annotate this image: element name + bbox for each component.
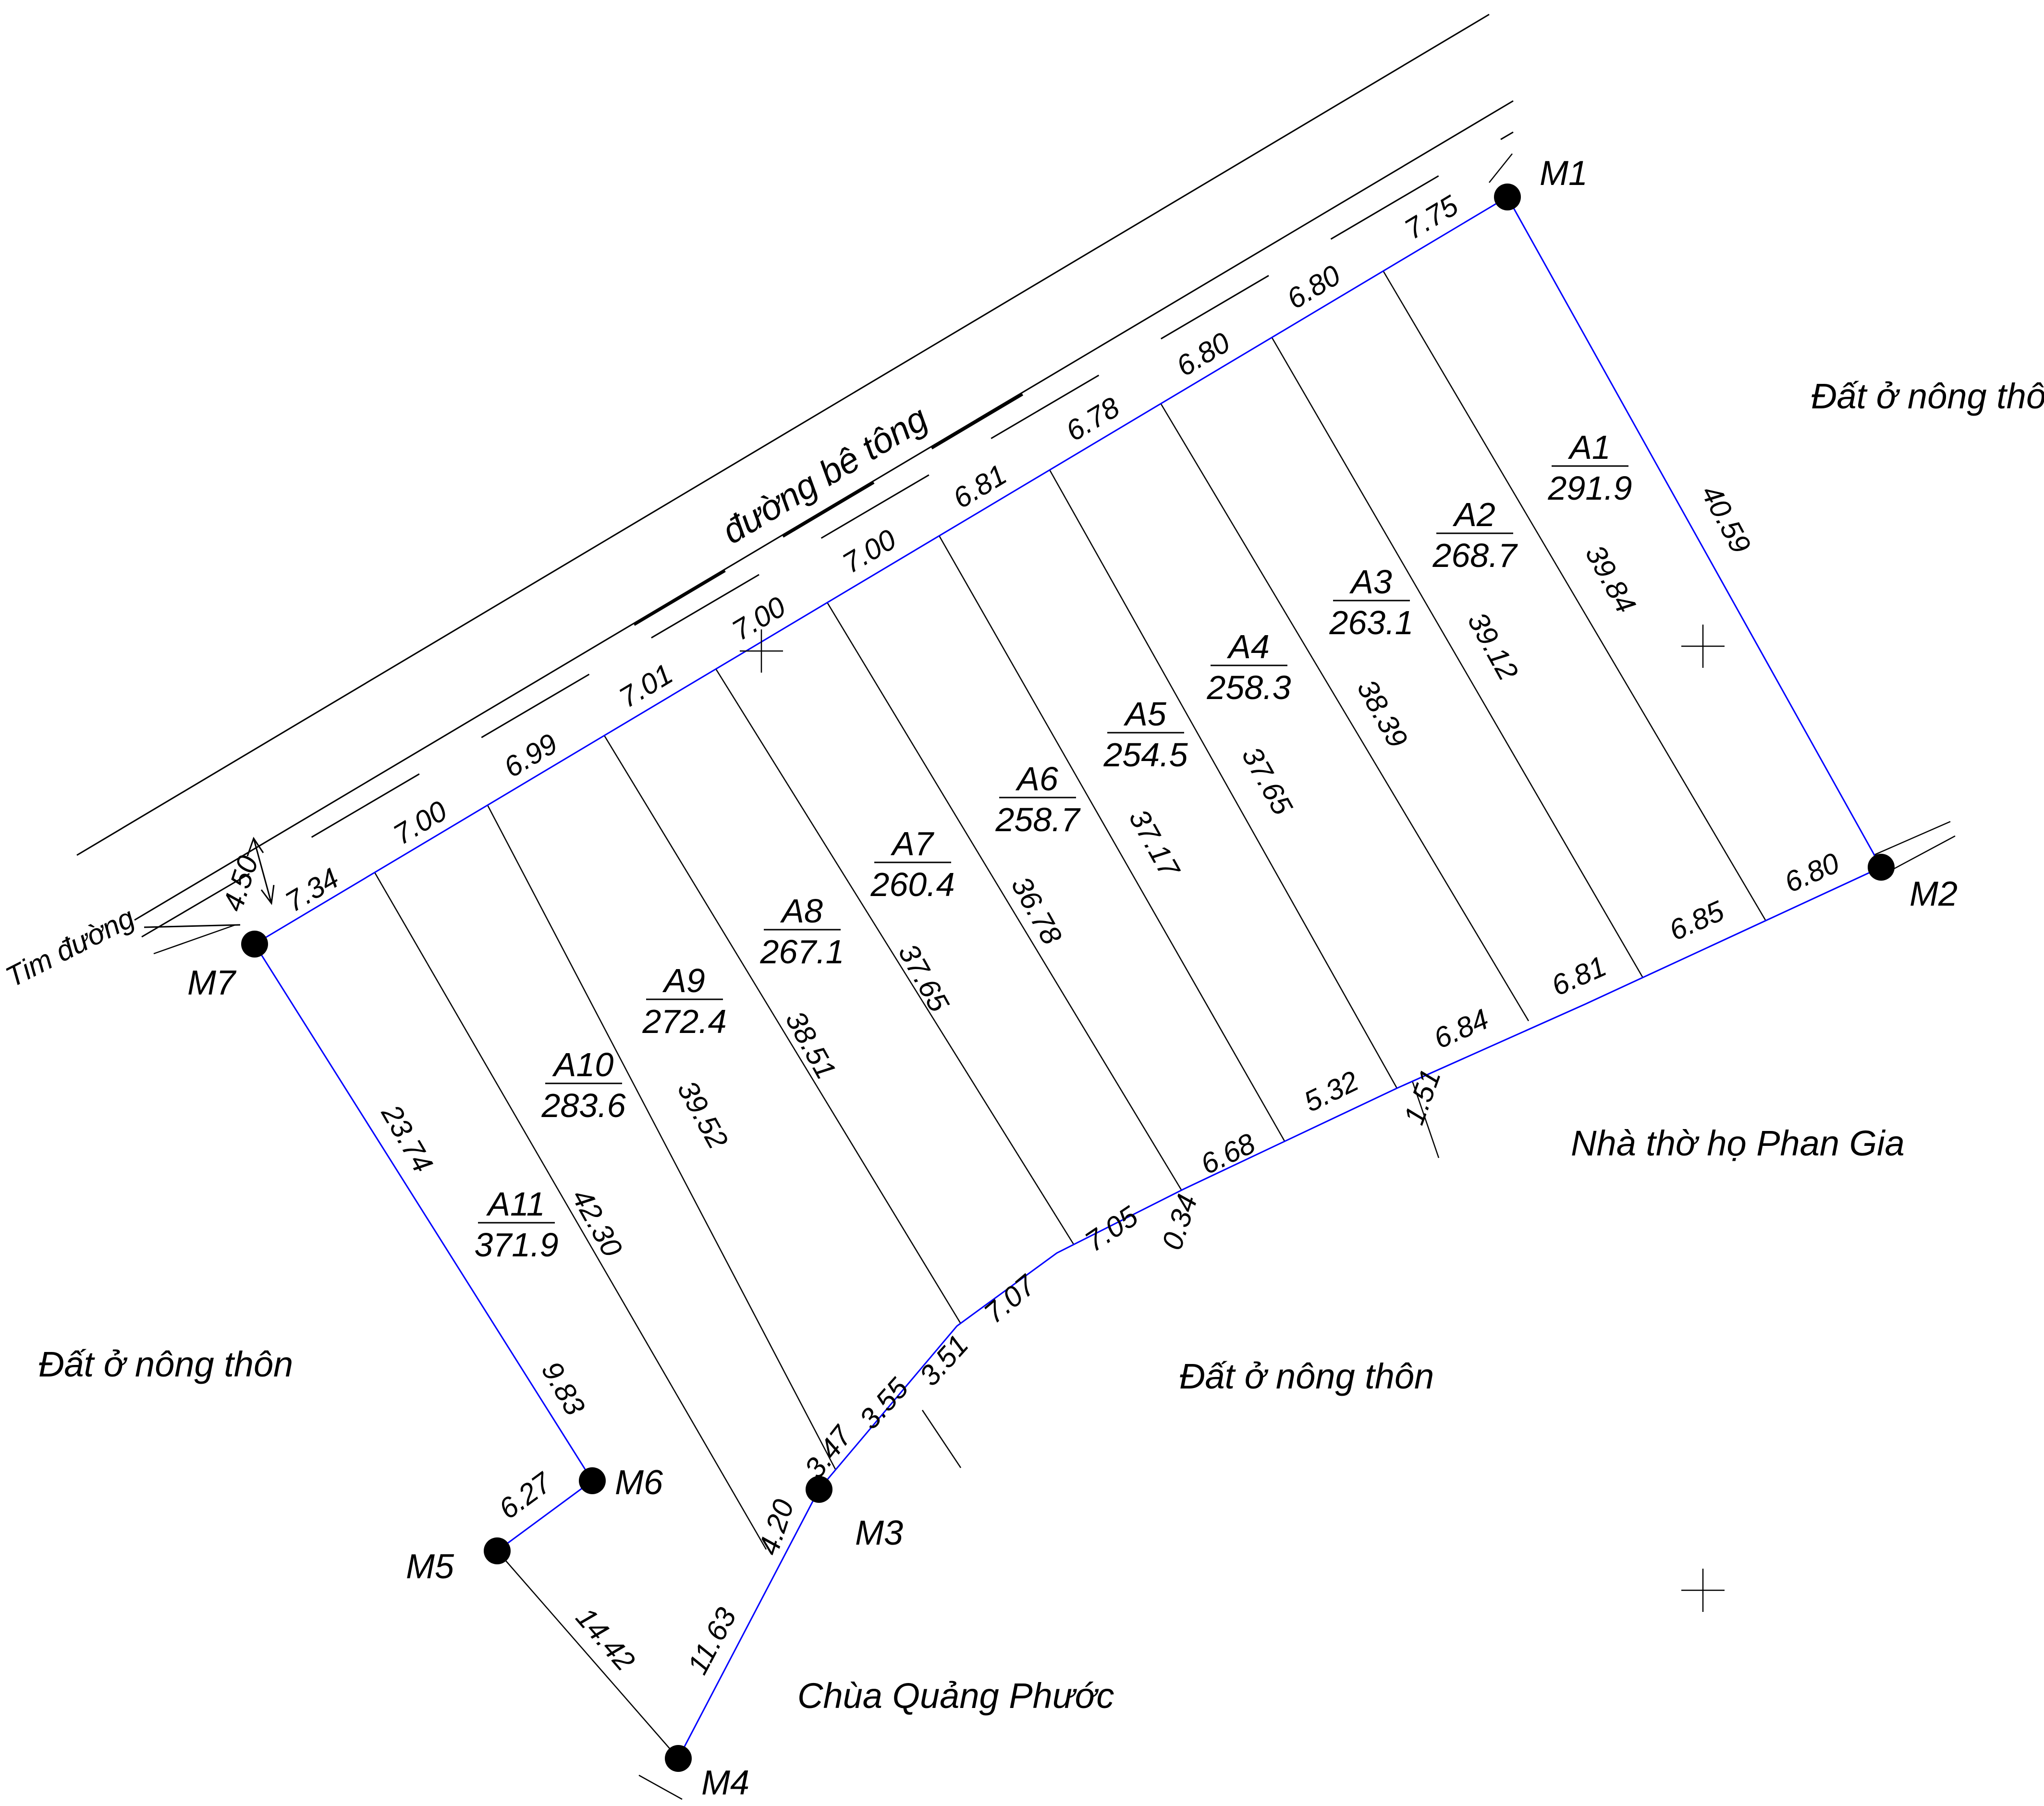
- corner-point-m2: [1868, 854, 1895, 881]
- tick-m7: [153, 924, 236, 955]
- lot-area: 260.4: [870, 866, 955, 903]
- lot-name: A6: [1015, 760, 1058, 798]
- road-frontage-line: [254, 196, 1508, 945]
- corner-label-m1: M1: [1540, 154, 1588, 193]
- corner-point-m5: [484, 1537, 511, 1564]
- lot-name: A8: [780, 892, 823, 930]
- lot-area: 268.7: [1432, 537, 1518, 574]
- lot-area: 283.6: [541, 1087, 625, 1124]
- lot-divider-line: [1160, 404, 1530, 1021]
- lot-divider-line: [1383, 271, 1766, 921]
- tick-m2-b: [1887, 835, 1956, 873]
- rear-boundary-line: [818, 866, 1882, 1490]
- lot-name: A7: [890, 825, 935, 862]
- boundary-m6-m5: [497, 1480, 593, 1552]
- lot-area: 258.3: [1206, 669, 1291, 706]
- church-label: Nhà thờ họ Phan Gia: [1571, 1123, 1905, 1163]
- half-width-arrow: [246, 836, 275, 905]
- tick-m4: [638, 1774, 683, 1800]
- lot-name: A11: [486, 1185, 545, 1223]
- lot-dividers: [374, 271, 1766, 1550]
- boundary-m5-m4: [497, 1550, 679, 1759]
- lot-divider-line: [1049, 469, 1398, 1089]
- lot-divider-line: [487, 805, 837, 1471]
- lot-divider-line: [826, 602, 1183, 1191]
- west-boundary-line: [254, 944, 593, 1481]
- corner-point-m1: [1494, 184, 1521, 210]
- auxiliary-lines: [153, 153, 1956, 1800]
- corner-point-m3: [806, 1476, 832, 1503]
- lot-divider-line: [938, 535, 1285, 1142]
- lot-name: A4: [1226, 628, 1270, 665]
- east-boundary-line: [1506, 197, 1882, 868]
- corner-label-m6: M6: [615, 1463, 663, 1502]
- corner-point-m4: [665, 1745, 692, 1772]
- lot-area: 371.9: [474, 1226, 558, 1264]
- lot-area: 254.5: [1103, 736, 1188, 774]
- road-band: [76, 13, 1514, 938]
- region-south-label: Đất ở nông thôn: [1179, 1356, 1434, 1396]
- tick-m2-a: [1873, 821, 1951, 856]
- corner-label-m5: M5: [406, 1548, 454, 1586]
- lot-name: A10: [552, 1046, 614, 1083]
- lot-name: A2: [1452, 496, 1495, 533]
- corner-point-m6: [579, 1467, 606, 1494]
- lot-divider-line: [603, 735, 962, 1324]
- corner-markers: M1 M2 M3 M4 M5 M6 M7: [187, 154, 1958, 1802]
- region-east-label: Đất ở nông thôn: [1811, 376, 2044, 416]
- boundary-m4-m3: [677, 1489, 820, 1759]
- centerline-leader: [144, 924, 241, 928]
- road-dashed-line: [141, 131, 1514, 938]
- lot-area: 267.1: [759, 933, 844, 971]
- parcel-boundary: [254, 196, 1882, 1759]
- road-edge-line: [76, 13, 1490, 856]
- lot-area: 291.9: [1547, 469, 1632, 507]
- corner-point-m7: [241, 931, 268, 958]
- lot-area: 263.1: [1329, 604, 1413, 641]
- tick-rear-b: [921, 1410, 962, 1468]
- lot-divider-line: [374, 872, 767, 1550]
- lot-area: 258.7: [995, 801, 1081, 838]
- lot-divider-line: [715, 668, 1075, 1245]
- grid-crosses: [740, 625, 1725, 1612]
- region-west-label: Đất ở nông thôn: [38, 1344, 293, 1384]
- lot-area: 272.4: [642, 1003, 726, 1040]
- lot-name: A9: [662, 962, 705, 999]
- lot-divider-line: [1271, 337, 1644, 978]
- road-thick-dash: [633, 378, 1048, 626]
- lot-name: A1: [1567, 429, 1611, 466]
- corner-label-m3: M3: [855, 1514, 903, 1552]
- lot-name: A3: [1349, 563, 1392, 601]
- tick-m1: [1489, 153, 1513, 183]
- corner-label-m4: M4: [701, 1764, 749, 1802]
- corner-label-m2: M2: [1909, 875, 1958, 913]
- corner-label-m7: M7: [187, 964, 237, 1002]
- pagoda-label: Chùa Quảng Phước: [797, 1676, 1114, 1716]
- tick-rear-a: [1411, 1081, 1440, 1158]
- lot-name: A5: [1123, 695, 1167, 733]
